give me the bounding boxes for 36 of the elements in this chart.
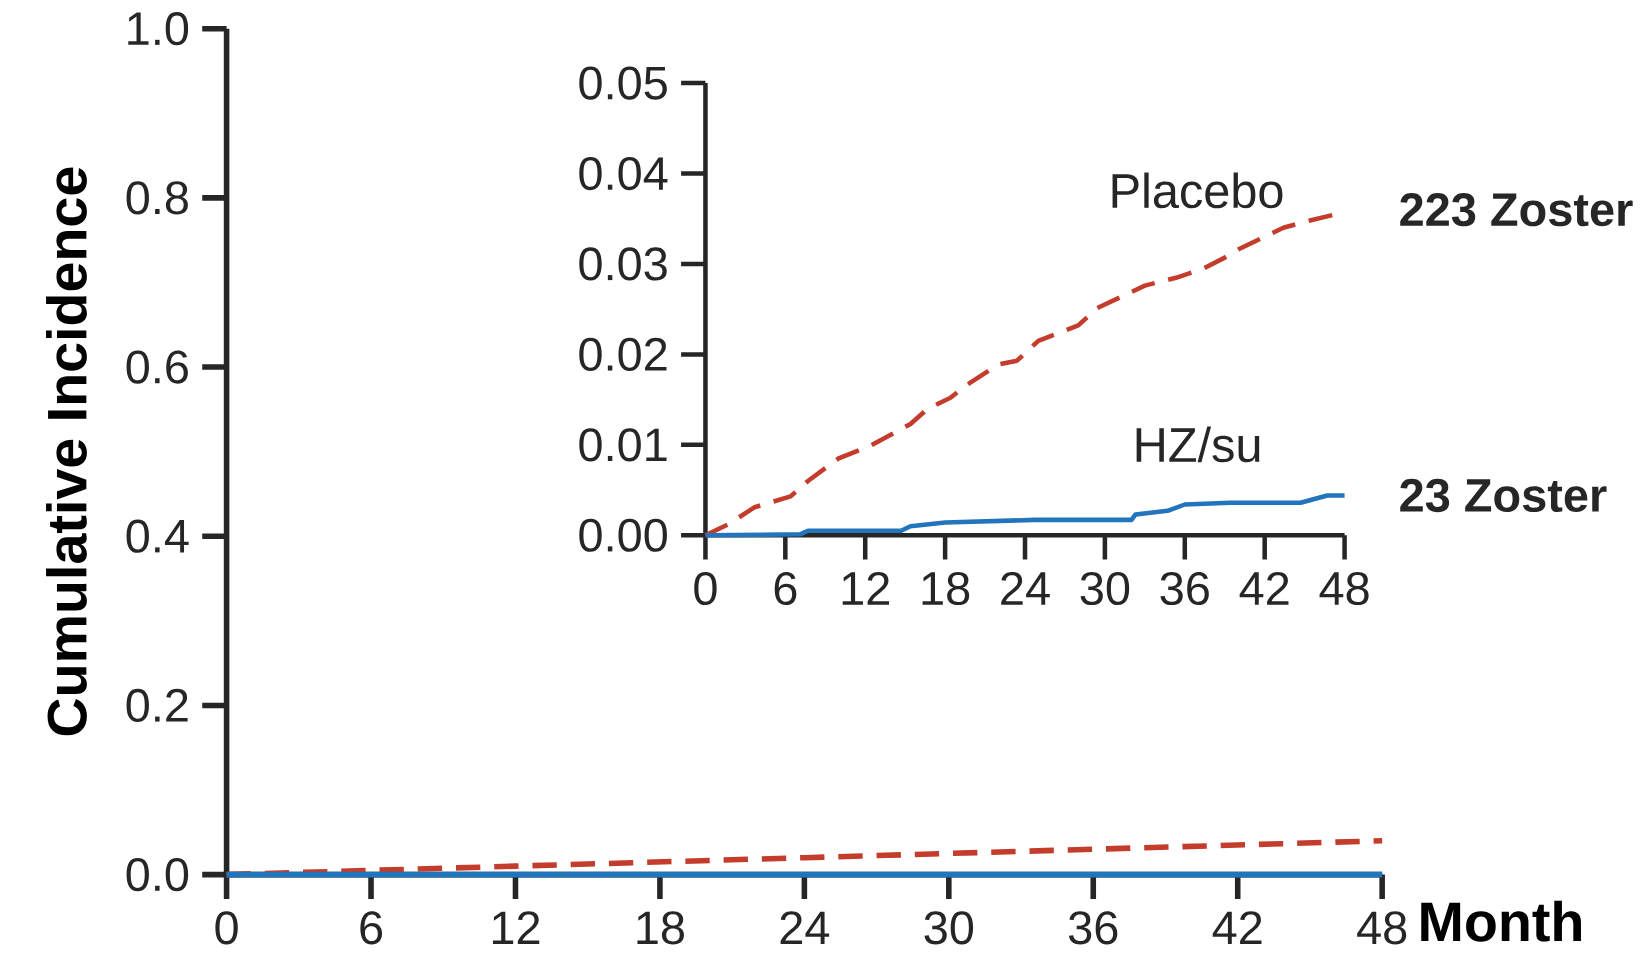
x-tick-label: 24 — [1001, 571, 1050, 605]
x-tick-label: 48 — [1319, 571, 1369, 606]
y-tick-label: 0.00 — [579, 518, 667, 552]
x-tick-label: 12 — [492, 911, 540, 944]
y-tick-label: 0.0 — [126, 857, 189, 892]
y-tick-label: 0.03 — [579, 247, 667, 281]
y-tick-label: 0.01 — [579, 428, 667, 462]
series-label: Placebo — [1112, 172, 1283, 209]
x-tick-label: 12 — [842, 571, 889, 605]
x-axis-title: Month — [1421, 900, 1581, 942]
x-tick-label: 42 — [1212, 911, 1262, 944]
x-tick-label: 36 — [1160, 571, 1209, 606]
x-tick-label: 24 — [780, 911, 830, 944]
y-tick-label: 0.6 — [126, 350, 188, 384]
x-tick-label: 36 — [1068, 911, 1118, 945]
x-tick-label: 18 — [637, 911, 684, 945]
x-tick-label: 0 — [694, 571, 717, 606]
y-tick-label: 0.04 — [579, 156, 668, 191]
x-tick-label: 18 — [922, 571, 970, 606]
x-tick-label: 6 — [774, 571, 797, 606]
series-label: HZ/su — [1136, 426, 1260, 463]
y-tick-label: 0.05 — [579, 66, 667, 100]
annotation: 23 Zoster — [1400, 478, 1607, 513]
y-tick-label: 0.2 — [126, 688, 188, 722]
x-tick-label: 48 — [1357, 911, 1407, 945]
x-tick-label: 30 — [924, 911, 974, 945]
x-tick-label: 42 — [1239, 571, 1289, 605]
x-tick-label: 6 — [360, 911, 383, 945]
y-axis-title: Cumulative Incidence — [46, 167, 87, 736]
y-tick-label: 0.8 — [126, 181, 188, 215]
x-tick-label: 0 — [215, 911, 238, 945]
x-tick-label: 30 — [1080, 571, 1130, 606]
annotation: 223 Zoster — [1400, 193, 1633, 227]
y-tick-label: 0.4 — [126, 519, 189, 553]
y-tick-label: 1.0 — [128, 12, 189, 46]
y-tick-label: 0.02 — [579, 337, 667, 371]
